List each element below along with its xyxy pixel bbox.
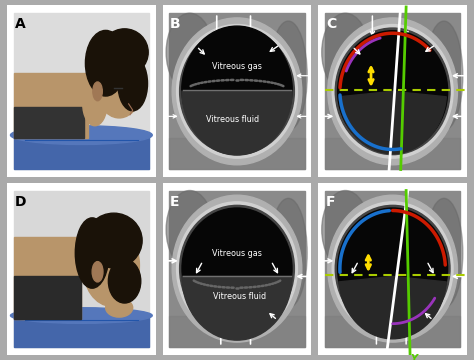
Text: C: C — [326, 17, 336, 31]
Ellipse shape — [269, 198, 307, 308]
Ellipse shape — [328, 195, 457, 342]
Polygon shape — [14, 237, 82, 319]
Text: A: A — [15, 17, 25, 31]
Ellipse shape — [425, 21, 463, 130]
Ellipse shape — [172, 18, 302, 165]
Polygon shape — [14, 107, 84, 138]
Polygon shape — [325, 138, 460, 170]
Ellipse shape — [322, 13, 369, 91]
Polygon shape — [14, 276, 82, 319]
Ellipse shape — [177, 202, 297, 336]
Text: Vitreous gas: Vitreous gas — [212, 62, 262, 71]
Polygon shape — [170, 13, 304, 170]
Ellipse shape — [335, 205, 450, 332]
Text: B: B — [170, 17, 181, 31]
Wedge shape — [182, 276, 292, 340]
Ellipse shape — [182, 29, 292, 150]
Text: F: F — [326, 195, 335, 209]
Ellipse shape — [172, 195, 302, 342]
Ellipse shape — [83, 82, 107, 126]
Ellipse shape — [75, 218, 109, 288]
Wedge shape — [182, 91, 292, 155]
Ellipse shape — [180, 205, 294, 332]
Ellipse shape — [92, 262, 103, 282]
Text: Vitreous fluid: Vitreous fluid — [213, 292, 266, 301]
Polygon shape — [14, 73, 88, 138]
Ellipse shape — [10, 308, 152, 323]
Ellipse shape — [328, 18, 457, 165]
Ellipse shape — [180, 28, 294, 155]
Text: D: D — [15, 195, 26, 209]
Ellipse shape — [269, 21, 307, 130]
Wedge shape — [339, 276, 447, 339]
Polygon shape — [325, 315, 460, 347]
Ellipse shape — [166, 190, 213, 269]
Text: Y: Y — [410, 354, 417, 360]
Text: Vitreous gas: Vitreous gas — [212, 248, 262, 257]
Ellipse shape — [322, 190, 369, 269]
Ellipse shape — [337, 208, 447, 329]
Ellipse shape — [177, 24, 297, 158]
Ellipse shape — [332, 24, 453, 158]
Ellipse shape — [93, 82, 102, 101]
Polygon shape — [14, 315, 149, 347]
Ellipse shape — [118, 56, 147, 111]
Polygon shape — [14, 190, 149, 347]
Ellipse shape — [85, 213, 142, 268]
Ellipse shape — [109, 259, 141, 303]
Polygon shape — [14, 13, 149, 170]
Ellipse shape — [182, 208, 292, 329]
Polygon shape — [170, 315, 304, 347]
Wedge shape — [182, 26, 292, 90]
Polygon shape — [14, 135, 149, 170]
Ellipse shape — [10, 126, 152, 144]
Polygon shape — [170, 190, 304, 347]
Wedge shape — [339, 91, 447, 154]
Text: Vitreous fluid: Vitreous fluid — [206, 115, 259, 124]
Polygon shape — [325, 13, 460, 170]
Ellipse shape — [85, 30, 126, 96]
Ellipse shape — [332, 202, 453, 336]
Ellipse shape — [106, 298, 133, 317]
Ellipse shape — [166, 13, 213, 91]
Ellipse shape — [337, 31, 447, 152]
Ellipse shape — [93, 40, 145, 118]
Ellipse shape — [425, 198, 463, 308]
Polygon shape — [325, 190, 460, 347]
Polygon shape — [170, 138, 304, 170]
Text: E: E — [170, 195, 180, 209]
Ellipse shape — [101, 29, 148, 76]
Ellipse shape — [83, 225, 139, 306]
Ellipse shape — [335, 28, 450, 155]
